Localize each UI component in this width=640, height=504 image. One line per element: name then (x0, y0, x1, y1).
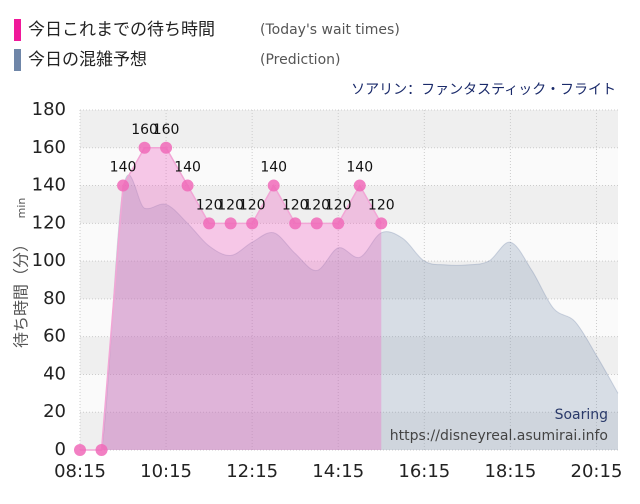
data-label: 140 (110, 160, 137, 176)
x-tick-label: 12:15 (226, 461, 278, 482)
x-tick-label: 20:15 (571, 461, 623, 482)
y-tick-label: 120 (32, 212, 66, 233)
today-point (353, 179, 366, 192)
legend-note: (Prediction) (260, 52, 340, 68)
y-tick-label: 0 (55, 439, 66, 460)
data-label: 120 (368, 197, 395, 213)
data-label: 120 (196, 197, 223, 213)
data-label: 140 (346, 160, 373, 176)
y-tick-label: 140 (32, 175, 66, 196)
prediction-line (79, 174, 619, 451)
x-tick-label: 14:15 (312, 461, 364, 482)
today-point (95, 444, 108, 456)
data-label: 120 (217, 197, 244, 213)
y-tick-label: 20 (43, 401, 66, 422)
x-tick-label: 18:15 (484, 461, 536, 482)
data-label: 120 (282, 197, 309, 213)
data-label: 160 (153, 122, 180, 138)
data-label: 160 (131, 122, 158, 138)
today-point (246, 217, 259, 230)
y-tick-label: 40 (43, 363, 66, 384)
data-label: 120 (239, 197, 266, 213)
x-tick-label: 16:15 (398, 461, 450, 482)
today-point (289, 217, 302, 230)
today-point (203, 217, 216, 230)
chart-subtitle: ソアリン：ファンタスティック・フライト (351, 82, 616, 98)
today-point (74, 444, 86, 456)
today-point (138, 141, 151, 154)
legend-label: 今日これまでの待ち時間 (28, 20, 215, 40)
prediction-area (80, 174, 618, 450)
grid-band (80, 412, 618, 450)
today-point (332, 217, 345, 230)
y-axis-label: 待ち時間（分） (12, 236, 31, 348)
today-point (375, 217, 388, 230)
data-label: 120 (303, 197, 330, 213)
y-axis-unit: min (15, 198, 28, 219)
today-point (310, 217, 323, 230)
data-label: 120 (325, 197, 352, 213)
y-tick-label: 60 (43, 326, 66, 347)
y-tick-label: 100 (32, 250, 66, 271)
data-label: 140 (174, 160, 201, 176)
y-tick-label: 180 (32, 99, 66, 120)
today-point (224, 217, 237, 230)
legend-swatch (14, 19, 21, 41)
legend-label: 今日の混雑予想 (28, 50, 147, 70)
legend-swatch (14, 49, 21, 71)
y-tick-label: 160 (32, 137, 66, 158)
grid-band (80, 336, 618, 375)
data-label: 140 (260, 160, 287, 176)
x-tick-label: 08:15 (54, 461, 106, 482)
today-point (267, 179, 280, 192)
today-point (117, 179, 130, 192)
legend-note: (Today's wait times) (260, 22, 400, 38)
x-tick-label: 10:15 (140, 461, 192, 482)
today-point (160, 141, 173, 154)
watermark: https://disneyreal.asumirai.info (390, 428, 608, 444)
watermark: Soaring (555, 407, 608, 423)
grid-band (80, 261, 618, 299)
y-tick-label: 80 (43, 288, 66, 309)
y-axis-title: 待ち時間（分） min (12, 198, 31, 348)
grid-band (80, 110, 618, 148)
today-point (181, 179, 194, 192)
